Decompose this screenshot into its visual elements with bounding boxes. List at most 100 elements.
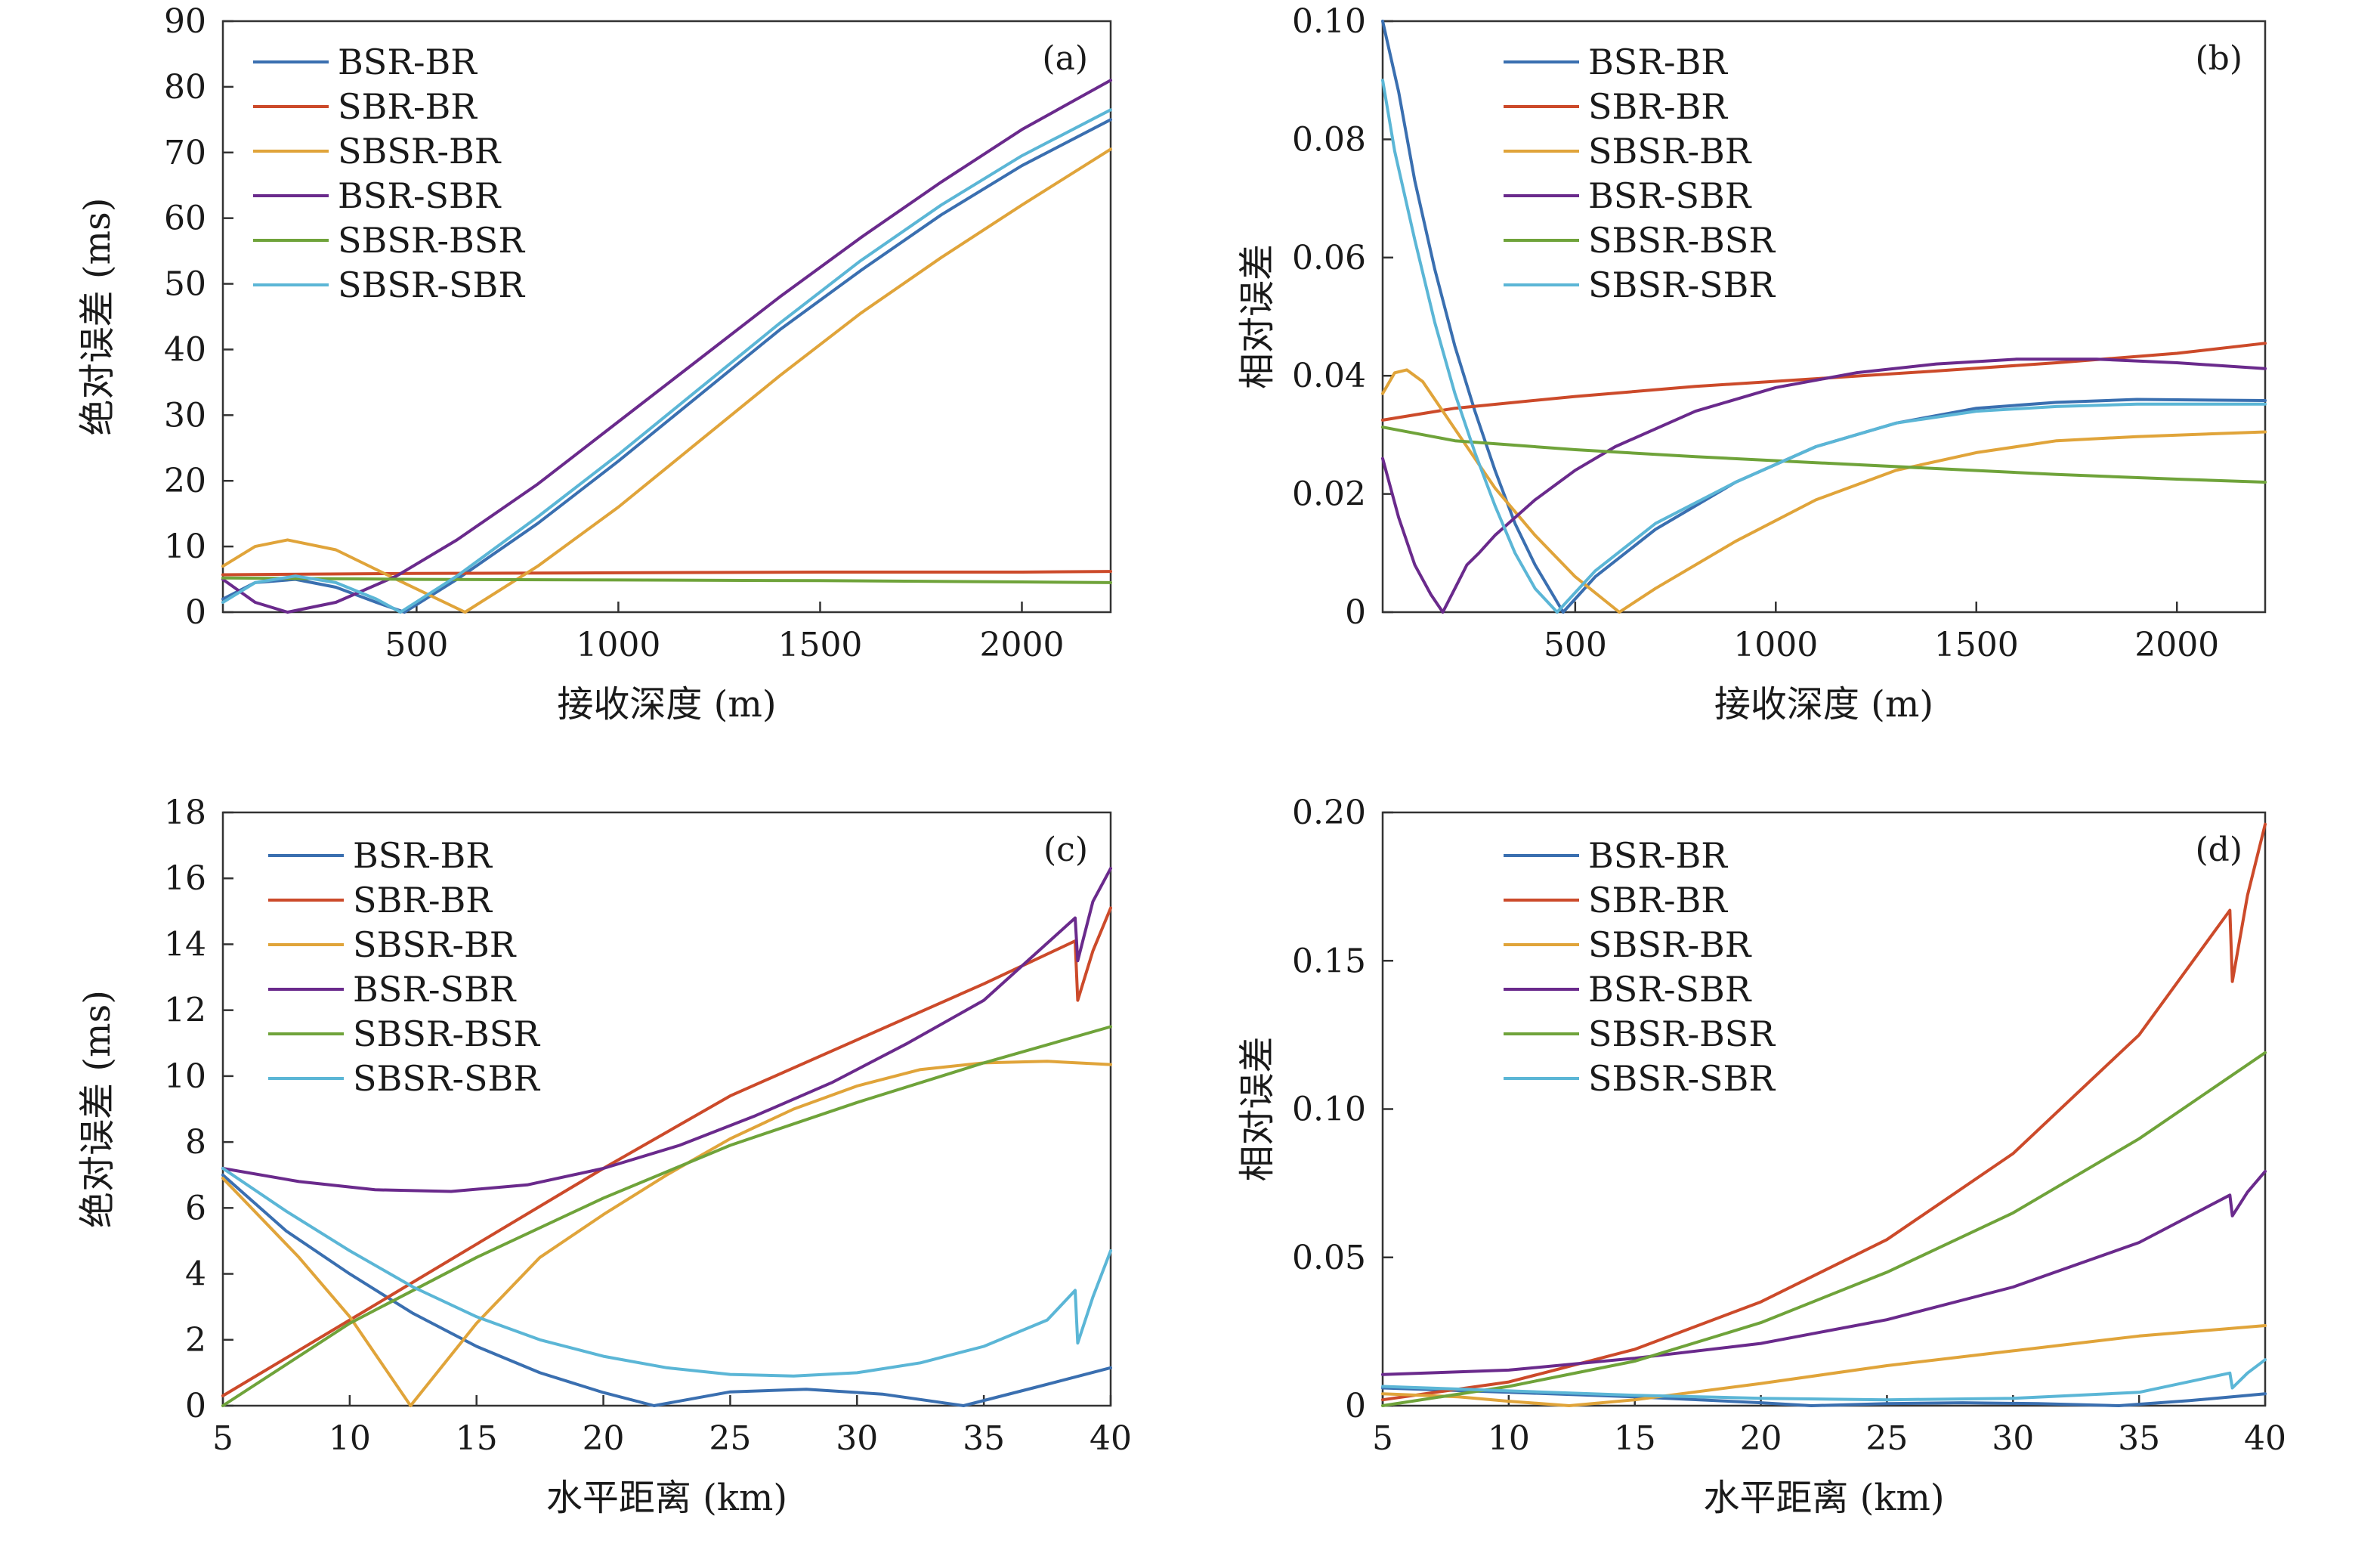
legend-label: SBSR-BR <box>1588 924 1752 965</box>
series-line-sbsr-bsr <box>1381 1050 2267 1407</box>
y-tick-label: 40 <box>164 330 206 369</box>
y-tick-label: 60 <box>164 200 206 238</box>
y-tick-label: 8 <box>185 1123 206 1162</box>
x-tick-label: 10 <box>1488 1419 1530 1458</box>
legend-label: SBSR-SBR <box>338 265 525 305</box>
legend-label: BSR-BR <box>1588 42 1728 82</box>
y-tick-label: 0 <box>1345 1387 1366 1425</box>
series-line-bsr-br <box>221 118 1112 614</box>
series-line-bsr-br <box>221 1173 1112 1407</box>
series-line-sbsr-bsr <box>221 1025 1112 1407</box>
series-line-sbr-br <box>1381 822 2267 1402</box>
y-axis-label: 绝对误差 (ms) <box>76 990 119 1228</box>
y-tick-label: 0.08 <box>1292 120 1366 159</box>
y-tick-label: 0 <box>185 593 206 632</box>
legend-label: SBR-BR <box>338 86 478 127</box>
series-line-sbsr-br <box>1381 368 2267 614</box>
x-tick-label: 5 <box>1372 1419 1393 1458</box>
x-tick-label: 30 <box>836 1419 878 1458</box>
x-tick-label: 2000 <box>980 626 1065 664</box>
y-axis-label: 相对误差 <box>1236 244 1278 389</box>
plot-frame <box>1381 20 2267 614</box>
x-tick-label: 1000 <box>576 626 660 664</box>
series-line-bsr-sbr <box>221 867 1112 1193</box>
series-line-sbsr-br <box>221 1060 1112 1407</box>
legend-label: SBR-BR <box>353 880 493 921</box>
y-tick-label: 14 <box>164 925 206 964</box>
legend-label: SBSR-BR <box>338 131 502 172</box>
y-tick-label: 6 <box>185 1189 206 1227</box>
y-tick-label: 10 <box>164 1057 206 1096</box>
y-tick-label: 0.15 <box>1292 942 1366 980</box>
y-tick-label: 0.06 <box>1292 239 1366 277</box>
legend-label: BSR-SBR <box>1588 969 1752 1010</box>
series-line-sbsr-sbr <box>1381 79 2267 614</box>
legend-label: SBSR-SBR <box>353 1058 540 1099</box>
x-tick-label: 25 <box>1865 1419 1908 1458</box>
x-tick-label: 20 <box>1740 1419 1782 1458</box>
panel-4: 5 10 15 20 25 30 35 40 0 0.05 0.10 0.15 0.20 水平距离 (km… <box>1236 794 2286 1519</box>
legend-label: BSR-SBR <box>1588 175 1752 216</box>
series-line-sbsr-bsr <box>1381 425 2267 484</box>
panel-tag: (a) <box>1042 39 1088 78</box>
legend-label: BSR-BR <box>1588 835 1728 876</box>
x-axis-label: 水平距离 (km) <box>1703 1477 1944 1519</box>
series-line-sbr-br <box>221 906 1112 1397</box>
x-tick-label: 40 <box>2244 1419 2286 1458</box>
y-tick-label: 20 <box>164 462 206 500</box>
x-tick-label: 5 <box>212 1419 233 1458</box>
y-tick-label: 70 <box>164 134 206 172</box>
y-axis-label: 相对误差 <box>1236 1036 1278 1181</box>
panel-1: 500 1000 1500 2000 0 10 20 30 40 50 60 70 80 90 接收深度 (… <box>76 2 1112 726</box>
y-tick-label: 0.02 <box>1292 475 1366 514</box>
y-tick-label: 2 <box>185 1321 206 1360</box>
legend-label: SBSR-BSR <box>1588 220 1776 261</box>
panel-2: 500 1000 1500 2000 0 0.02 0.04 0.06 0.08 0.10 接收深度… <box>1236 2 2267 726</box>
y-tick-label: 0 <box>1345 593 1366 632</box>
legend-label: BSR-SBR <box>338 175 502 216</box>
legend-label: SBSR-BSR <box>1588 1013 1776 1054</box>
x-tick-label: 10 <box>329 1419 371 1458</box>
y-tick-label: 0.20 <box>1292 794 1366 832</box>
x-tick-label: 35 <box>963 1419 1005 1458</box>
panel-tag: (b) <box>2196 39 2243 78</box>
series-line-sbsr-sbr <box>221 108 1112 614</box>
y-tick-label: 0.04 <box>1292 357 1366 395</box>
series-line-sbsr-sbr <box>221 1167 1112 1378</box>
x-tick-label: 500 <box>385 626 448 664</box>
y-tick-label: 18 <box>164 794 206 832</box>
legend-label: SBSR-SBR <box>1588 265 1776 305</box>
x-tick-label: 500 <box>1544 626 1607 664</box>
legend-label: BSR-BR <box>338 42 478 82</box>
legend-label: SBSR-BR <box>1588 131 1752 172</box>
x-tick-label: 1500 <box>777 626 862 664</box>
x-tick-label: 35 <box>2118 1419 2160 1458</box>
plot-frame <box>221 20 1112 614</box>
y-tick-label: 90 <box>164 2 206 41</box>
x-tick-label: 2000 <box>2134 626 2219 664</box>
legend-label: SBR-BR <box>1588 880 1728 921</box>
x-tick-label: 15 <box>1614 1419 1656 1458</box>
x-axis-label: 水平距离 (km) <box>546 1477 787 1519</box>
series-line-sbsr-sbr <box>1381 1358 2267 1402</box>
y-tick-label: 16 <box>164 859 206 898</box>
legend-label: BSR-BR <box>353 835 493 876</box>
series-line-sbsr-bsr <box>221 576 1112 584</box>
series-line-sbsr-br <box>221 147 1112 614</box>
x-tick-label: 1000 <box>1733 626 1818 664</box>
legend-label: SBR-BR <box>1588 86 1728 127</box>
series-line-bsr-sbr <box>221 79 1112 614</box>
y-tick-label: 80 <box>164 68 206 107</box>
x-tick-label: 15 <box>456 1419 498 1458</box>
y-tick-label: 4 <box>185 1255 206 1294</box>
x-tick-label: 25 <box>709 1419 751 1458</box>
series-line-bsr-sbr <box>1381 357 2267 614</box>
y-axis-label: 绝对误差 (ms) <box>76 198 119 436</box>
legend-label: SBSR-BR <box>353 924 517 965</box>
plot-frame <box>221 811 1112 1407</box>
y-tick-label: 0.05 <box>1292 1239 1366 1277</box>
legend-label: SBSR-BSR <box>353 1013 540 1054</box>
y-tick-label: 0.10 <box>1292 1091 1366 1129</box>
series-line-bsr-sbr <box>1381 1169 2267 1376</box>
